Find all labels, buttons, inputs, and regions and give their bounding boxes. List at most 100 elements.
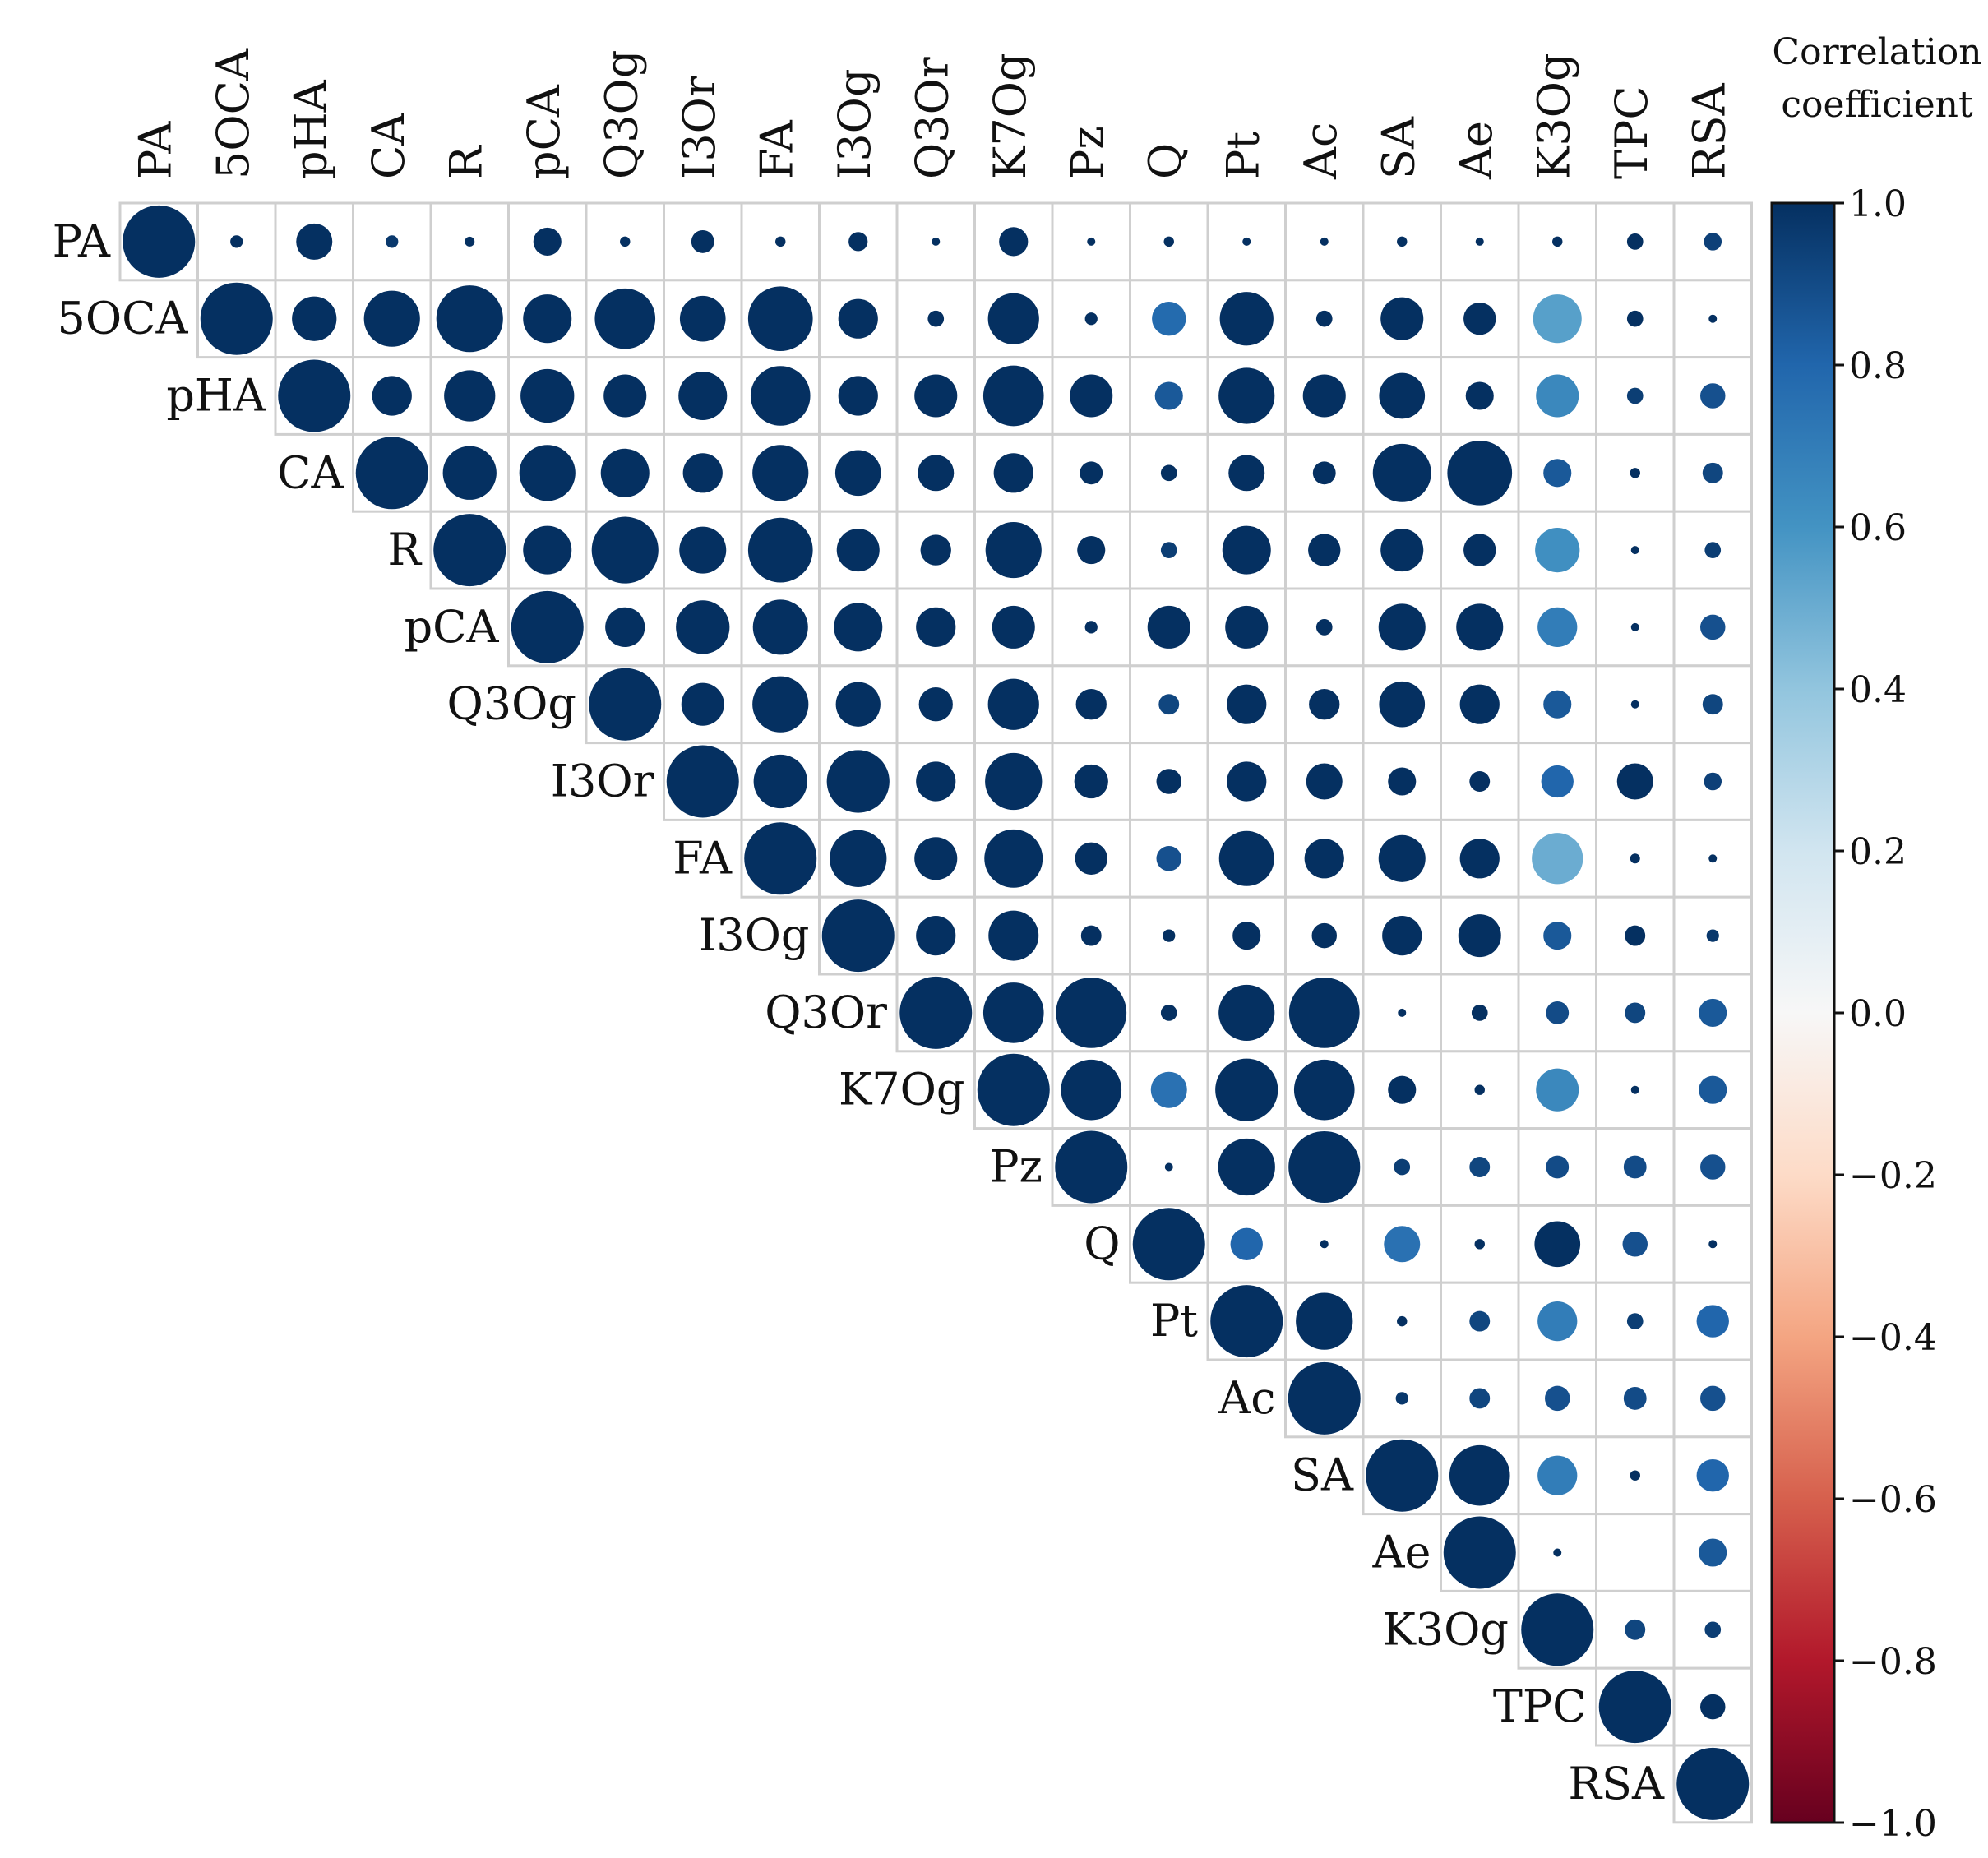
- corr-circle-Q-Ac: [1320, 1240, 1329, 1249]
- corr-circle-pHA-Ac: [1302, 374, 1346, 418]
- corr-circle-5OCA-K7Og: [987, 293, 1039, 344]
- corr-circle-pCA-RSA: [1700, 614, 1726, 640]
- corr-circle-R-Ac: [1308, 534, 1341, 566]
- corr-circle-FA-RSA: [1708, 854, 1718, 863]
- corr-circle-K7Og-TPC: [1630, 1085, 1639, 1094]
- row-label-K3Og: K3Og: [1382, 1603, 1509, 1655]
- corr-circle-I3Og-Pz: [1080, 925, 1102, 946]
- column-label-5OCA: 5OCA: [207, 48, 259, 179]
- row-label-Q3Or: Q3Or: [765, 987, 887, 1038]
- corr-circle-5OCA-5OCA: [200, 282, 273, 355]
- column-label-R: R: [440, 145, 492, 179]
- corr-circle-PA-Q3Or: [932, 237, 941, 246]
- corr-circle-pHA-TPC: [1626, 387, 1644, 404]
- corr-circle-R-FA: [747, 517, 813, 583]
- corr-circle-R-Q3Og: [591, 516, 659, 584]
- corr-circle-FA-TPC: [1630, 853, 1640, 864]
- corr-circle-K3Og-K3Og: [1521, 1593, 1594, 1666]
- corr-circle-I3Or-Pz: [1074, 764, 1108, 799]
- corr-circle-I3Or-FA: [753, 754, 807, 809]
- matrix-cell: [1595, 1513, 1676, 1592]
- corr-circle-CA-CA: [355, 437, 428, 510]
- corr-circle-I3Og-Ae: [1458, 914, 1501, 958]
- corr-circle-Q3Og-Pz: [1075, 689, 1107, 720]
- corr-circle-pCA-Q: [1147, 605, 1190, 649]
- corr-circle-pHA-Pz: [1070, 374, 1113, 418]
- colorbar-tick-label: −0.2: [1849, 1155, 1937, 1197]
- corr-circle-Q3Or-RSA: [1699, 998, 1727, 1027]
- corr-circle-pCA-K7Og: [992, 605, 1035, 649]
- corr-circle-R-Q3Or: [920, 534, 951, 566]
- corr-circle-5OCA-R: [436, 285, 503, 353]
- corr-circle-Q3Or-TPC: [1625, 1002, 1646, 1024]
- corr-circle-I3Or-K7Og: [985, 752, 1043, 811]
- corr-circle-SA-Ae: [1449, 1444, 1510, 1506]
- corr-circle-Q3Og-I3Og: [835, 682, 881, 727]
- corr-circle-FA-Pt: [1218, 830, 1274, 886]
- corr-circle-R-RSA: [1704, 542, 1722, 558]
- corr-circle-Q3Or-Q3Or: [899, 976, 973, 1049]
- corr-circle-I3Or-SA: [1388, 767, 1417, 796]
- corr-circle-CA-Ae: [1447, 440, 1513, 506]
- corr-circle-PA-Ac: [1320, 237, 1329, 246]
- corr-circle-Q3Or-Ae: [1471, 1005, 1488, 1021]
- row-label-I3Og: I3Og: [699, 909, 810, 961]
- column-label-TPC: TPC: [1606, 86, 1657, 179]
- corr-circle-CA-K3Og: [1543, 459, 1572, 488]
- corr-circle-R-I3Or: [679, 526, 727, 574]
- corr-circle-Q3Or-Pz: [1056, 978, 1127, 1048]
- corr-circle-5OCA-RSA: [1708, 314, 1718, 323]
- column-label-Q: Q: [1140, 143, 1191, 179]
- corr-circle-pCA-pCA: [511, 590, 584, 663]
- matrix-cell: [1595, 432, 1676, 513]
- corr-circle-Q3Og-K3Og: [1543, 690, 1572, 719]
- corr-circle-Q3Or-K3Og: [1546, 1001, 1570, 1024]
- corr-circle-pHA-R: [444, 370, 496, 422]
- corr-circle-Q3Og-Ae: [1459, 684, 1500, 724]
- row-label-I3Or: I3Or: [551, 756, 654, 807]
- corr-circle-I3Or-Ac: [1306, 763, 1343, 800]
- corr-circle-Q3Og-FA: [752, 676, 809, 733]
- corr-circle-PA-RSA: [1704, 233, 1722, 251]
- corr-circle-5OCA-Pz: [1084, 312, 1098, 326]
- corr-circle-CA-pCA: [519, 445, 576, 501]
- corr-circle-pCA-Q3Og: [605, 607, 645, 647]
- corr-circle-pHA-I3Og: [838, 376, 878, 416]
- row-label-PA: PA: [53, 215, 111, 267]
- corr-circle-CA-Pz: [1080, 461, 1103, 485]
- corr-circle-I3Og-K3Og: [1543, 922, 1572, 950]
- corr-circle-SA-K3Og: [1537, 1455, 1578, 1495]
- corr-circle-R-TPC: [1630, 546, 1639, 555]
- corr-circle-Q3Og-Ac: [1309, 689, 1340, 720]
- corr-circle-Q3Og-Pt: [1227, 684, 1267, 724]
- row-label-pCA: pCA: [405, 601, 500, 653]
- corr-circle-R-Q: [1160, 542, 1177, 558]
- corr-circle-CA-Ac: [1312, 461, 1336, 485]
- corr-circle-pHA-Pt: [1218, 367, 1275, 424]
- corr-circle-PA-K3Og: [1552, 236, 1563, 247]
- corr-circle-5OCA-I3Og: [838, 298, 878, 339]
- corr-circle-Ae-Ae: [1443, 1516, 1516, 1589]
- corr-circle-Pz-Pz: [1055, 1130, 1128, 1204]
- corr-circle-K7Og-Pz: [1061, 1059, 1122, 1121]
- corr-circle-5OCA-pCA: [523, 294, 572, 344]
- corr-circle-I3Og-I3Og: [821, 899, 895, 973]
- corr-circle-Q3Og-K7Og: [987, 678, 1039, 730]
- matrix-cell: [663, 201, 743, 282]
- corr-circle-Pt-Ac: [1296, 1292, 1353, 1350]
- corr-circle-I3Or-RSA: [1704, 772, 1722, 791]
- corr-circle-pHA-pHA: [278, 359, 351, 432]
- row-label-Ac: Ac: [1218, 1372, 1275, 1424]
- corr-circle-5OCA-TPC: [1626, 310, 1644, 327]
- colorbar-tick-label: −0.4: [1849, 1317, 1937, 1359]
- corr-circle-5OCA-Ae: [1463, 303, 1496, 335]
- corr-circle-Pz-K3Og: [1546, 1155, 1570, 1179]
- corr-circle-CA-R: [442, 446, 497, 500]
- corr-circle-SA-SA: [1366, 1439, 1439, 1512]
- row-label-SA: SA: [1291, 1449, 1354, 1501]
- corr-circle-Ac-Ac: [1288, 1361, 1361, 1435]
- colorbar-tick-label: −0.6: [1849, 1479, 1937, 1521]
- row-label-pHA: pHA: [166, 370, 266, 422]
